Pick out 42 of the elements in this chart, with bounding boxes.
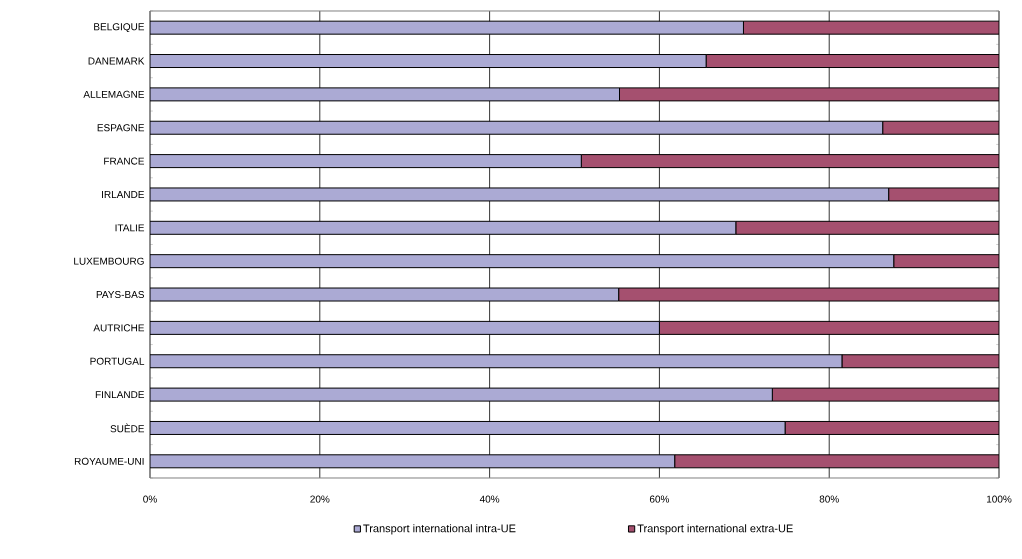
bar [150,154,582,169]
x-tick-label: 20% [310,495,330,503]
bar [150,354,843,369]
bar [150,320,660,335]
legend-label: Transport international extra-UE [637,524,793,535]
x-tick-label: 0% [143,495,157,503]
bar [705,54,1000,69]
bar [841,354,1000,369]
y-tick-label: LUXEMBOURG [74,257,144,265]
x-tick-label: 60% [649,495,670,503]
y-tick-label: DANEMARK [88,57,145,65]
y-tick-label: ITALIE [115,224,145,232]
bar [150,20,744,35]
y-tick-label: SUÈDE [110,423,145,433]
bar [150,54,707,69]
bar [150,220,737,235]
y-tick-label: AUTRICHE [93,324,145,332]
bar [150,420,786,435]
bar [150,254,895,269]
bar [735,220,1000,235]
x-tick-label: 80% [819,495,839,503]
bar [150,454,676,469]
bar [742,20,1000,35]
y-tick-label: ESPAGNE [97,124,145,132]
y-tick-label: ALLEMAGNE [83,90,145,98]
legend-label: Transport international intra-UE [363,524,516,535]
y-tick-label: FRANCE [104,157,145,165]
bar [150,120,884,135]
bar [580,154,1000,169]
x-tick-label: 40% [479,495,500,503]
bar [882,120,1000,135]
y-tick-label: ROYAUME-UNI [74,457,144,465]
bar [658,320,1000,335]
y-tick-label: BELGIQUE [94,23,145,33]
y-tick-label: IRLANDE [102,191,145,198]
y-tick-label: FINLANDE [95,391,145,399]
x-tick-label: 100% [986,495,1012,503]
bar [893,254,1000,269]
y-tick-label: PORTUGAL [90,357,145,365]
y-tick-label: PAYS-BAS [96,290,145,299]
bar [784,420,1000,435]
bar [674,454,1000,469]
